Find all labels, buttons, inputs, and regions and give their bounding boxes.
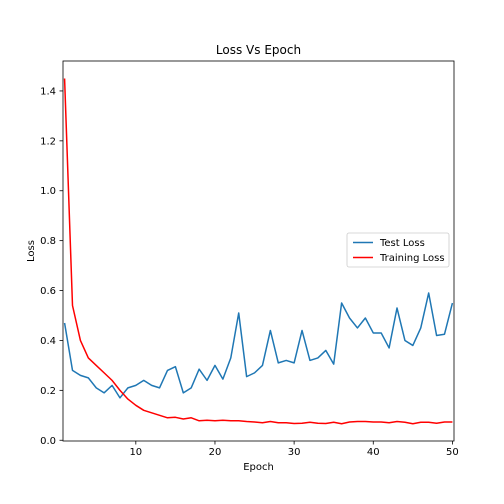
- legend-label-test-loss: Test Loss: [379, 238, 425, 249]
- x-tick-label: 30: [288, 447, 301, 458]
- x-tick-label: 10: [129, 447, 142, 458]
- legend: Test Loss Training Loss: [346, 232, 450, 268]
- y-tick-label: 0.4: [40, 336, 56, 347]
- y-axis-ticks: 0.0 0.2 0.4 0.6 0.8 1.0 1.2 1.4: [40, 86, 63, 447]
- y-tick-label: 0.0: [40, 436, 56, 447]
- y-tick-label: 1.2: [40, 136, 56, 147]
- chart-title: Loss Vs Epoch: [216, 43, 301, 57]
- x-tick-label: 50: [446, 447, 459, 458]
- x-axis-label: Epoch: [243, 462, 274, 473]
- series-line-test-loss: [63, 292, 454, 399]
- y-tick-label: 1.0: [40, 186, 56, 197]
- x-tick-label: 40: [367, 447, 380, 458]
- plot-frame: [62, 60, 455, 442]
- y-tick-label: 0.2: [40, 386, 56, 397]
- y-tick-label: 0.6: [40, 286, 56, 297]
- y-tick-label: 1.4: [40, 86, 56, 97]
- x-axis-ticks: 10 20 30 40 50: [129, 441, 459, 458]
- y-axis-label: Loss: [26, 240, 37, 262]
- series-layer: [63, 78, 454, 425]
- legend-box: [346, 232, 450, 268]
- legend-label-training-loss: Training Loss: [379, 253, 445, 264]
- y-tick-label: 0.8: [40, 236, 56, 247]
- series-line-training-loss: [63, 78, 453, 425]
- x-tick-label: 20: [209, 447, 222, 458]
- plot-area: [62, 60, 455, 442]
